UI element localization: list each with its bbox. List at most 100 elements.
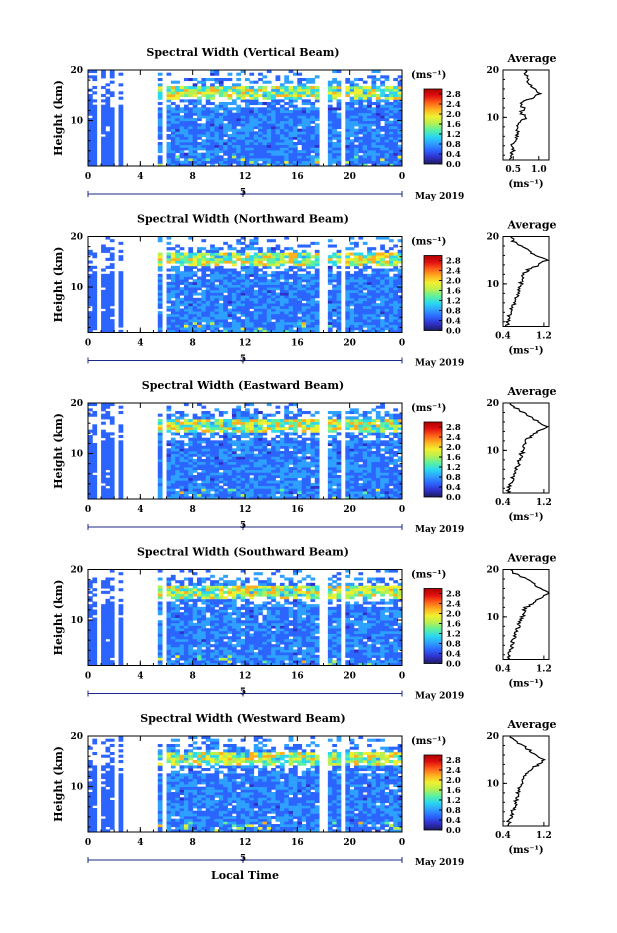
heatmap-cell xyxy=(232,483,237,486)
y-axis-label: Height (km) xyxy=(52,247,65,323)
heatmap-cell xyxy=(110,422,115,425)
heatmap-cell xyxy=(262,446,267,449)
heatmap-cell xyxy=(110,440,115,443)
heatmap-cell xyxy=(293,107,298,110)
heatmap-cell xyxy=(332,456,337,459)
heatmap-cell xyxy=(193,139,198,142)
heatmap-cell xyxy=(171,137,176,140)
heatmap-cell xyxy=(206,161,211,164)
heatmap-cell xyxy=(219,451,224,454)
heatmap-cell xyxy=(214,285,219,288)
heatmap-cell xyxy=(354,266,359,269)
heatmap-cell xyxy=(262,255,267,258)
heatmap-cell xyxy=(223,454,228,457)
heatmap-cell xyxy=(88,459,93,462)
heatmap-cell xyxy=(101,494,106,497)
heatmap-cell xyxy=(310,475,315,478)
heatmap-cell xyxy=(180,480,185,483)
heatmap-cell xyxy=(201,274,206,277)
heatmap-cell xyxy=(332,121,337,124)
heatmap-cell xyxy=(262,301,267,304)
heatmap-cell xyxy=(236,78,241,81)
heatmap-cell xyxy=(306,263,311,266)
heatmap-cell xyxy=(201,488,206,491)
heatmap-cell xyxy=(228,454,233,457)
heatmap-cell xyxy=(293,253,298,256)
heatmap-cell xyxy=(210,274,215,277)
heatmap-cell xyxy=(171,287,176,290)
heatmap-cell xyxy=(167,282,172,285)
heatmap-cell xyxy=(241,303,246,306)
heatmap-cell xyxy=(271,303,276,306)
heatmap-cell xyxy=(214,147,219,150)
heatmap-cell xyxy=(345,287,350,290)
heatmap-cell xyxy=(241,253,246,256)
chart-panel-3: Spectral Width (Eastward Beam)2010Height… xyxy=(52,379,557,535)
heatmap-cell xyxy=(293,430,298,433)
heatmap-cell xyxy=(345,123,350,126)
heatmap-cell xyxy=(110,126,115,129)
heatmap-cell xyxy=(328,411,333,414)
heatmap-cell xyxy=(393,147,398,150)
heatmap-cell xyxy=(337,464,342,467)
heatmap-cell xyxy=(188,314,193,317)
heatmap-cell xyxy=(254,137,259,140)
heatmap-cell xyxy=(119,322,124,325)
heatmap-cell xyxy=(385,158,390,161)
heatmap-cell xyxy=(337,432,342,435)
heatmap-cell xyxy=(262,121,267,124)
heatmap-cell xyxy=(289,459,294,462)
heatmap-cell xyxy=(219,271,224,274)
heatmap-cell xyxy=(232,290,237,293)
heatmap-cell xyxy=(345,263,350,266)
heatmap-cell xyxy=(276,488,281,491)
heatmap-cell xyxy=(350,113,355,116)
heatmap-cell xyxy=(236,446,241,449)
heatmap-cell xyxy=(332,245,337,248)
heatmap-cell xyxy=(297,414,302,417)
heatmap-cell xyxy=(184,298,189,301)
heatmap-cell xyxy=(385,303,390,306)
heatmap-cell xyxy=(188,325,193,328)
heatmap-cell xyxy=(289,451,294,454)
heatmap-cell xyxy=(280,295,285,298)
heatmap-cell xyxy=(184,137,189,140)
heatmap-cell xyxy=(262,110,267,113)
heatmap-cell xyxy=(350,153,355,156)
heatmap-cell xyxy=(201,317,206,320)
heatmap-cell xyxy=(232,454,237,457)
heatmap-cell xyxy=(354,293,359,296)
heatmap-cell xyxy=(393,269,398,272)
heatmap-cell xyxy=(92,75,97,78)
heatmap-cell xyxy=(302,118,307,121)
heatmap-cell xyxy=(337,134,342,137)
chart-title: Spectral Width (Vertical Beam) xyxy=(146,46,339,59)
heatmap-cell xyxy=(280,486,285,489)
heatmap-cell xyxy=(232,89,237,92)
heatmap-cell xyxy=(210,446,215,449)
heatmap-cell xyxy=(241,123,246,126)
heatmap-cell xyxy=(258,285,263,288)
heatmap-cell xyxy=(258,277,263,280)
heatmap-cell xyxy=(289,137,294,140)
heatmap-cell xyxy=(337,322,342,325)
heatmap-cell xyxy=(110,158,115,161)
heatmap-cell xyxy=(88,314,93,317)
heatmap-cell xyxy=(393,158,398,161)
heatmap-cell xyxy=(167,290,172,293)
heatmap-cell xyxy=(289,306,294,309)
heatmap-cell xyxy=(88,475,93,478)
heatmap-cell xyxy=(119,290,124,293)
heatmap-cell xyxy=(284,285,289,288)
heatmap-cell xyxy=(358,319,363,322)
heatmap-cell xyxy=(293,287,298,290)
heatmap-cell xyxy=(262,145,267,148)
heatmap-cell xyxy=(105,406,110,409)
heatmap-cell xyxy=(101,131,106,134)
heatmap-cell xyxy=(354,287,359,290)
heatmap-cell xyxy=(345,446,350,449)
heatmap-cell xyxy=(371,293,376,296)
heatmap-cell xyxy=(92,266,97,269)
heatmap-cell xyxy=(167,448,172,451)
heatmap-cell xyxy=(271,293,276,296)
